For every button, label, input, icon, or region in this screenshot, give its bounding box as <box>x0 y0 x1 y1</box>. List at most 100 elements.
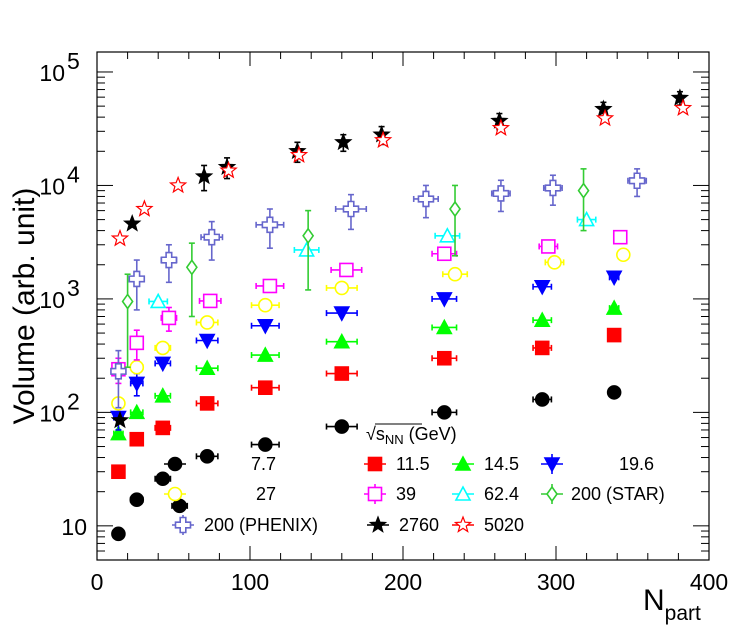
data-point <box>594 99 613 118</box>
legend-entry: 200 (STAR) <box>541 484 665 504</box>
data-point <box>257 380 273 396</box>
y-tick-label: 10 <box>39 400 65 426</box>
data-point <box>129 359 145 375</box>
data-point <box>172 498 187 514</box>
legend-entry: 5020 <box>452 515 524 535</box>
data-point <box>262 278 278 294</box>
legend-label: 200 (PHENIX) <box>204 515 318 535</box>
x-tick-label: 0 <box>91 569 104 595</box>
series-7.7 <box>111 385 622 542</box>
data-point <box>534 340 550 356</box>
data-point <box>185 258 198 276</box>
series-11.5 <box>111 327 622 480</box>
data-point <box>155 471 171 487</box>
y-axis-title: Volume (arb. unit) <box>8 188 41 425</box>
data-point <box>128 270 146 288</box>
x-axis-title: Npart <box>643 584 701 625</box>
data-point <box>167 456 183 472</box>
legend-entry: 11.5 <box>364 454 430 474</box>
data-point <box>595 108 615 127</box>
data-point <box>435 318 453 335</box>
data-point <box>373 130 393 149</box>
legend-label: 200 (STAR) <box>571 484 665 504</box>
data-point <box>155 420 171 436</box>
data-point <box>122 214 142 232</box>
legend: √sNN (GeV) 7.7 11.5 14.5 19.6 27 39 62.4 200 (S… <box>164 423 665 535</box>
y-tick-label-exponent: 3 <box>67 275 80 301</box>
data-point <box>605 299 623 315</box>
data-point <box>534 392 550 407</box>
data-series <box>110 88 693 542</box>
data-point <box>111 526 126 542</box>
data-point <box>199 396 215 411</box>
data-point <box>161 310 177 326</box>
axis-ticks <box>96 52 710 561</box>
data-point <box>219 161 238 179</box>
data-point <box>547 255 562 270</box>
data-point <box>129 431 145 447</box>
data-point <box>154 356 172 373</box>
data-point <box>546 485 558 503</box>
series-14.5 <box>110 299 623 441</box>
data-point <box>577 182 590 200</box>
data-point <box>334 132 353 151</box>
data-point <box>128 403 146 420</box>
data-point <box>435 292 453 308</box>
series-19.6 <box>110 270 623 431</box>
data-point <box>437 246 452 262</box>
data-point <box>111 464 126 480</box>
x-tick-label: 300 <box>537 569 575 595</box>
data-point <box>155 340 171 356</box>
data-point <box>544 179 562 197</box>
legend-label: 19.6 <box>619 454 654 474</box>
data-point <box>367 486 383 502</box>
legend-entry: 7.7 <box>164 454 276 474</box>
data-point <box>616 247 631 263</box>
data-point <box>492 185 510 202</box>
legend-title: √sNN (GeV) <box>366 424 457 447</box>
data-point <box>298 241 315 257</box>
data-point <box>135 199 154 217</box>
legend-label: 11.5 <box>396 454 430 474</box>
x-tick-label: 100 <box>231 569 269 595</box>
data-point <box>256 346 274 362</box>
data-point <box>110 228 130 247</box>
legend-label: 5020 <box>484 515 524 535</box>
data-point <box>129 492 145 507</box>
data-point <box>333 306 351 322</box>
data-point <box>302 227 315 245</box>
legend-entry: 27 <box>164 484 276 504</box>
data-point <box>437 405 452 420</box>
data-point <box>334 280 350 296</box>
data-point <box>368 515 388 533</box>
data-point <box>439 227 456 243</box>
legend-label: 7.7 <box>251 454 276 474</box>
data-point <box>110 363 127 380</box>
legend-entry: 39 <box>364 484 416 504</box>
series-39 <box>111 229 628 385</box>
y-tick-label: 10 <box>39 60 65 86</box>
x-tick-label: 400 <box>690 569 728 595</box>
legend-entry: 14.5 <box>452 454 519 474</box>
data-point <box>367 456 383 472</box>
legend-label: 14.5 <box>484 454 519 474</box>
y-tick-label-exponent: 2 <box>67 388 80 414</box>
data-point <box>541 239 556 254</box>
data-point <box>289 145 309 163</box>
data-point <box>533 279 551 296</box>
series-27 <box>111 247 631 411</box>
data-point <box>168 175 188 194</box>
y-tick-label: 10 <box>61 514 87 540</box>
data-point <box>491 118 511 136</box>
series-5020 <box>110 98 693 247</box>
data-point <box>454 455 472 471</box>
data-point <box>334 366 350 381</box>
data-point <box>121 293 134 310</box>
data-point <box>256 318 274 335</box>
legend-entry: 19.6 <box>541 454 654 474</box>
series-2760 <box>110 88 690 429</box>
data-point <box>257 437 273 452</box>
data-point <box>453 515 473 533</box>
